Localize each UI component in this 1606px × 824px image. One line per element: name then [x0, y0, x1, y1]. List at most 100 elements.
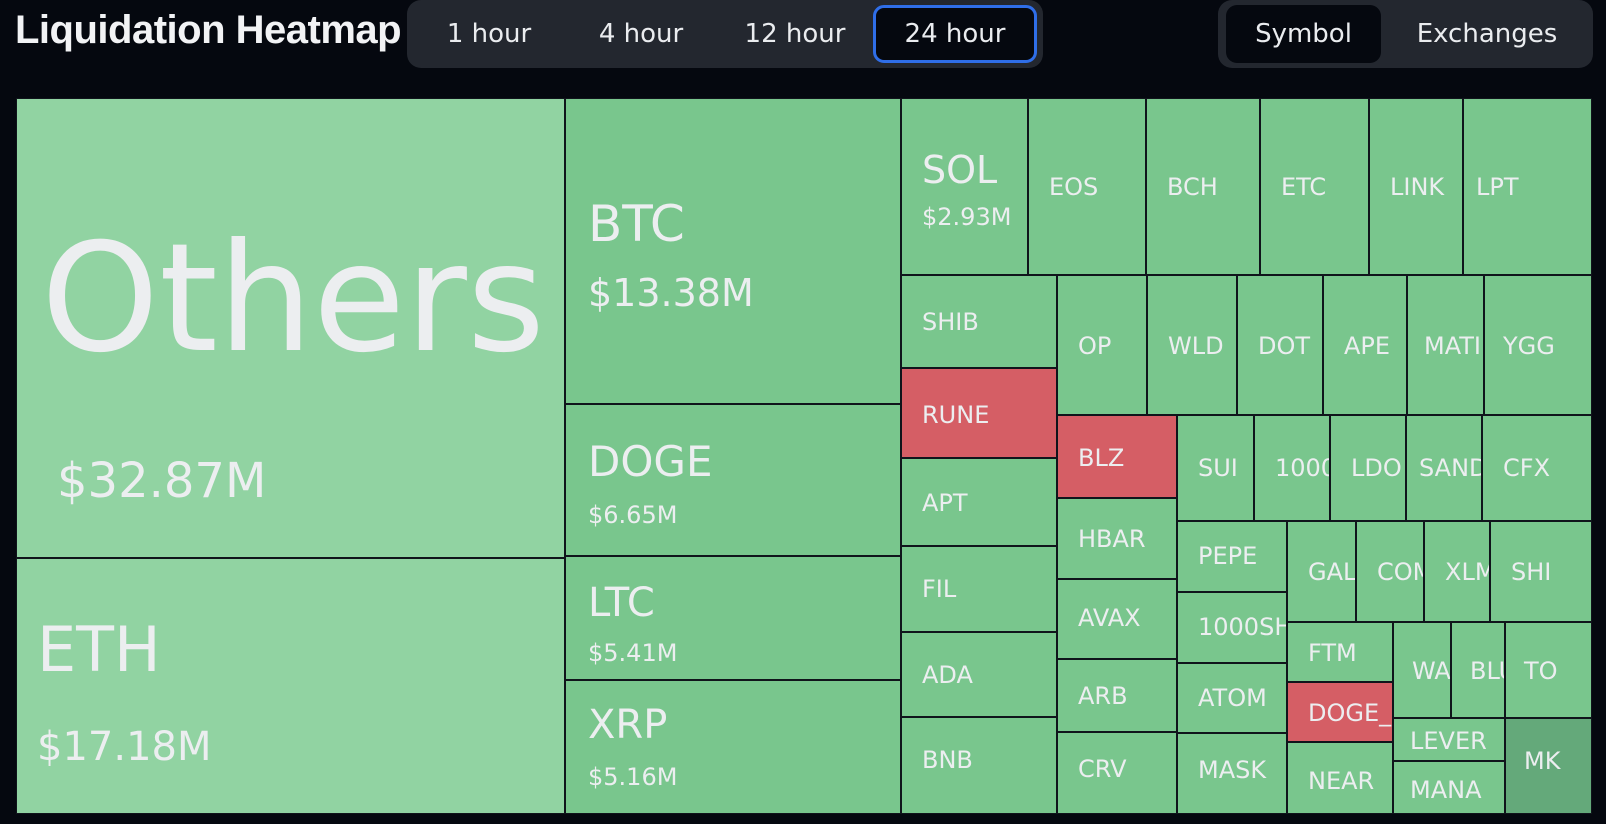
treemap-symbol-label: SHI — [1511, 558, 1552, 586]
treemap-cell-lpt[interactable]: LPT — [1463, 98, 1592, 275]
treemap-symbol-label: BCH — [1167, 173, 1218, 201]
treemap-symbol-label: LINK — [1390, 173, 1445, 201]
tab-24-hour[interactable]: 24 hour — [873, 5, 1037, 63]
treemap-cell-shi[interactable]: SHI — [1490, 521, 1592, 622]
treemap-cell-cfx[interactable]: CFX — [1482, 415, 1592, 521]
treemap-cell-eos[interactable]: EOS — [1028, 98, 1146, 275]
treemap-cell-com[interactable]: COM — [1356, 521, 1424, 622]
treemap-value-label: $13.38M — [588, 271, 754, 315]
treemap-symbol-label: FTM — [1308, 639, 1357, 667]
treemap-cell-blu[interactable]: BLU — [1451, 622, 1505, 718]
treemap-symbol-label: ETC — [1281, 173, 1327, 201]
treemap-cell-xlm[interactable]: XLM — [1424, 521, 1490, 622]
treemap-cell-avax[interactable]: AVAX — [1057, 579, 1177, 659]
treemap-cell-sand[interactable]: SAND — [1406, 415, 1482, 521]
treemap-cell-to[interactable]: TO — [1505, 622, 1592, 718]
treemap-symbol-label: MATI — [1424, 332, 1481, 360]
treemap-symbol-label: 1000I — [1275, 454, 1329, 482]
treemap-symbol-label: CRV — [1078, 755, 1127, 783]
treemap-symbol-label: LPT — [1476, 173, 1519, 201]
tab-symbol[interactable]: Symbol — [1226, 5, 1381, 63]
treemap-symbol-label: ADA — [922, 661, 973, 689]
treemap-symbol-label: APT — [922, 489, 968, 517]
treemap-symbol-label: GALA — [1308, 558, 1356, 586]
treemap-symbol-label: DOT — [1258, 332, 1311, 360]
treemap-cell-mask[interactable]: MASK — [1177, 733, 1287, 814]
treemap-symbol-label: MANA — [1410, 776, 1482, 804]
treemap-symbol-label: MASK — [1198, 756, 1267, 784]
treemap-symbol-label: PEPE — [1198, 542, 1258, 570]
treemap-value-label: $2.93M — [922, 203, 1012, 231]
treemap-cell-etc[interactable]: ETC — [1260, 98, 1369, 275]
treemap-cell-rune[interactable]: RUNE — [901, 368, 1057, 458]
treemap-value-label: $17.18M — [37, 724, 212, 770]
treemap-symbol-label: SUI — [1198, 454, 1238, 482]
treemap-symbol-label: AVAX — [1078, 604, 1141, 632]
treemap-cell-crv[interactable]: CRV — [1057, 732, 1177, 814]
treemap-cell-wld[interactable]: WLD — [1147, 275, 1237, 415]
treemap-cell-gala[interactable]: GALA — [1287, 521, 1356, 622]
treemap-symbol-label: DOGE_U — [1308, 699, 1392, 727]
treemap-cell-atom[interactable]: ATOM — [1177, 663, 1287, 733]
treemap-symbol-label: COM — [1377, 558, 1423, 586]
treemap-symbol-label: WLD — [1168, 332, 1224, 360]
treemap-cell-mana[interactable]: MANA — [1393, 761, 1505, 814]
treemap-cell-lever[interactable]: LEVER — [1393, 718, 1505, 761]
treemap-symbol-label: APE — [1344, 332, 1391, 360]
treemap-symbol-label: XLM — [1445, 558, 1489, 586]
treemap-value-label: $32.87M — [57, 453, 267, 509]
treemap-cell-arb[interactable]: ARB — [1057, 659, 1177, 732]
treemap-cell-ftm[interactable]: FTM — [1287, 622, 1393, 682]
treemap-symbol-label: RUNE — [922, 401, 990, 429]
tab-exchanges[interactable]: Exchanges — [1416, 19, 1558, 49]
treemap-cell-1000shi[interactable]: 1000SHI — [1177, 592, 1287, 663]
treemap-symbol-label: 1000SHI — [1198, 613, 1286, 641]
treemap-cell-mati[interactable]: MATI — [1407, 275, 1484, 415]
tab-4-hour[interactable]: 4 hour — [598, 19, 684, 49]
treemap-cell-link[interactable]: LINK — [1369, 98, 1463, 275]
treemap-cell-sol[interactable]: SOL $2.93M — [901, 98, 1028, 275]
treemap-cell-sui[interactable]: SUI — [1177, 415, 1254, 521]
treemap-symbol-label: ATOM — [1198, 684, 1267, 712]
treemap-symbol-label: CFX — [1503, 454, 1551, 482]
tab-1-hour[interactable]: 1 hour — [446, 19, 532, 49]
timeframe-selector: 1 hour 4 hour 12 hour 24 hour — [407, 0, 1043, 68]
treemap-cell-op[interactable]: OP — [1057, 275, 1147, 415]
treemap-cell-blz[interactable]: BLZ — [1057, 415, 1177, 498]
tab-12-hour[interactable]: 12 hour — [744, 19, 846, 49]
treemap-cell-ygg[interactable]: YGG — [1484, 275, 1592, 415]
treemap-cell-apt[interactable]: APT — [901, 458, 1057, 546]
treemap-cell-doge[interactable]: DOGE $6.65M — [565, 404, 901, 556]
treemap-cell-btc[interactable]: BTC $13.38M — [565, 98, 901, 404]
treemap-symbol-label: SOL — [922, 148, 998, 192]
treemap-cell-near[interactable]: NEAR — [1287, 742, 1393, 814]
treemap-cell-doge-u[interactable]: DOGE_U — [1287, 682, 1393, 742]
treemap-symbol-label: BNB — [922, 746, 973, 774]
treemap-cell-ape[interactable]: APE — [1323, 275, 1407, 415]
treemap-symbol-label: LDO — [1351, 454, 1402, 482]
treemap-cell-1000i[interactable]: 1000I — [1254, 415, 1330, 521]
treemap-cell-shib[interactable]: SHIB — [901, 275, 1057, 368]
treemap-symbol-label: BTC — [588, 195, 685, 253]
treemap-cell-dot[interactable]: DOT — [1237, 275, 1323, 415]
treemap-cell-others[interactable]: Others $32.87M — [16, 98, 565, 558]
treemap-symbol-label: ETH — [37, 613, 161, 686]
treemap-cell-wa[interactable]: WA — [1393, 622, 1451, 718]
treemap-cell-hbar[interactable]: HBAR — [1057, 498, 1177, 579]
treemap-cell-ada[interactable]: ADA — [901, 632, 1057, 717]
treemap-cell-ltc[interactable]: LTC $5.41M — [565, 556, 901, 680]
treemap-symbol-label: SAND — [1419, 454, 1482, 482]
treemap-symbol-label: TO — [1524, 657, 1558, 685]
groupby-selector: Symbol Exchanges — [1218, 0, 1593, 68]
treemap-cell-bch[interactable]: BCH — [1146, 98, 1260, 275]
treemap-symbol-label: SHIB — [922, 308, 979, 336]
treemap-cell-xrp[interactable]: XRP $5.16M — [565, 680, 901, 814]
treemap-value-label: $6.65M — [588, 501, 678, 529]
treemap-cell-pepe[interactable]: PEPE — [1177, 521, 1287, 592]
treemap-cell-bnb[interactable]: BNB — [901, 717, 1057, 814]
treemap-cell-fil[interactable]: FIL — [901, 546, 1057, 632]
treemap-cell-mk[interactable]: MK — [1505, 718, 1592, 814]
treemap-cell-eth[interactable]: ETH $17.18M — [16, 558, 565, 814]
treemap-cell-ldo[interactable]: LDO — [1330, 415, 1406, 521]
treemap-symbol-label: NEAR — [1308, 767, 1375, 795]
